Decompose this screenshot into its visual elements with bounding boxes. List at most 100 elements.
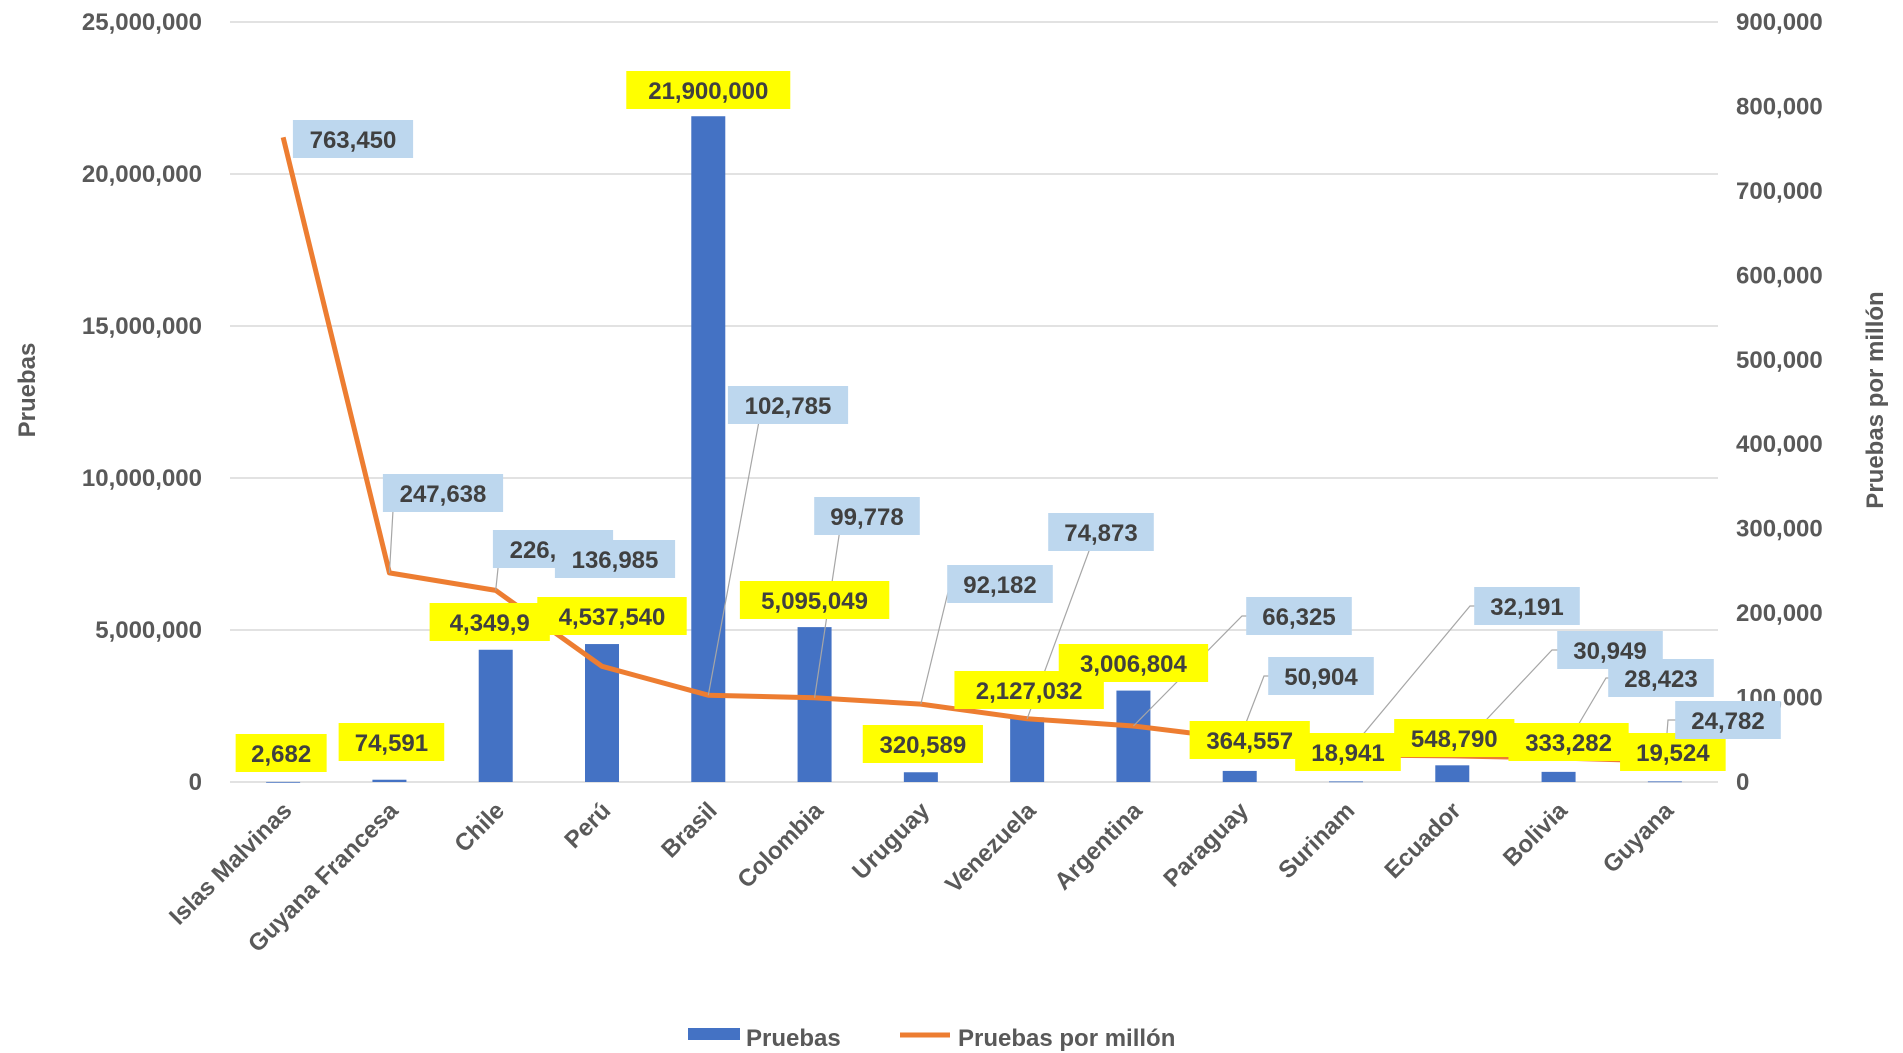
category-label-bolivia: Bolivia (1498, 797, 1573, 872)
y2-tick-label: 600,000 (1736, 262, 1823, 289)
bar-label-uruguay-text: 320,589 (879, 732, 966, 759)
y2-tick-label: 400,000 (1736, 431, 1823, 458)
bar-ecuador (1435, 765, 1470, 782)
bar-brasil (691, 116, 726, 783)
bar-label-guyana-francesa-bg (338, 723, 445, 761)
y2-tick-label: 800,000 (1736, 93, 1823, 120)
bar-label-surinam-text: 18,941 (1311, 740, 1384, 767)
category-label-peru: Perú (559, 797, 616, 854)
y-axis-title: Pruebas (14, 343, 41, 438)
bar-label-islas-malvinas-bg (235, 734, 327, 772)
bar-label-ecuador-text: 548,790 (1411, 726, 1498, 753)
bar-label-argentina: 3,006,804 (1058, 644, 1209, 682)
line-label-brasil-bg (727, 386, 849, 424)
bar-label-brasil: 21,900,000 (626, 71, 791, 109)
bar-label-peru: 4,537,540 (537, 597, 687, 635)
category-label-paraguay: Paraguay (1158, 797, 1254, 893)
bar-data-labels: 2,682 74,591 4,349,9 4,537,540 21,900,000 5,0… (235, 71, 1726, 772)
line-label-brasil-text: 102,785 (745, 393, 832, 420)
y2-axis-title: Pruebas por millón (1862, 291, 1889, 508)
line-label-colombia-bg (814, 497, 920, 535)
bar-label-argentina-bg (1058, 644, 1209, 682)
category-label-argentina: Argentina (1049, 797, 1148, 896)
category-label-brasil: Brasil (656, 797, 722, 863)
category-label-guyana: Guyana (1598, 797, 1680, 879)
y2-tick-label: 500,000 (1736, 347, 1823, 374)
line-label-peru-bg (554, 540, 676, 578)
y2-tick-label: 900,000 (1736, 9, 1823, 36)
y2-tick-label: 300,000 (1736, 516, 1823, 543)
bar-label-uruguay: 320,589 (862, 725, 983, 763)
line-label-paraguay-bg (1268, 657, 1374, 695)
y-tick-label: 0 (189, 769, 202, 796)
bar-chile (478, 649, 513, 782)
bar-colombia (797, 627, 832, 782)
bar-label-peru-bg (537, 597, 687, 635)
bar-paraguay (1222, 770, 1257, 782)
bar-label-chile: 4,349,9 (429, 603, 550, 641)
bar-label-brasil-bg (626, 71, 791, 109)
category-label-chile: Chile (449, 797, 510, 858)
line-label-venezuela-bg (1048, 513, 1154, 551)
line-label-peru-text: 136,985 (572, 547, 659, 574)
bar-label-uruguay-bg (862, 725, 983, 763)
line-label-guyana-francesa-text: 247,638 (400, 481, 487, 508)
category-label-surinam: Surinam (1273, 797, 1360, 884)
line-label-venezuela-text: 74,873 (1064, 520, 1137, 547)
bar-label-bolivia: 333,282 (1508, 723, 1629, 761)
bar-label-peru-text: 4,537,540 (559, 604, 666, 631)
bar-label-guyana-francesa-text: 74,591 (355, 730, 428, 757)
category-label-uruguay: Uruguay (847, 797, 935, 885)
bar-label-paraguay-text: 364,557 (1206, 728, 1293, 755)
right-axis: 0100,000200,000300,000400,000500,000600,… (1736, 9, 1823, 796)
bar-islas-malvinas (266, 781, 301, 783)
line-label-surinam-text: 32,191 (1490, 594, 1563, 621)
y-tick-label: 15,000,000 (82, 313, 202, 340)
line-label-venezuela: 74,873 (1048, 513, 1154, 551)
line-data-labels: 763,450247,638226,900136,985102,78599,77… (292, 120, 1781, 739)
bar-label-venezuela-text: 2,127,032 (976, 678, 1083, 705)
bar-guyana-francesa (372, 779, 407, 782)
bar-argentina (1116, 690, 1151, 782)
y2-tick-label: 200,000 (1736, 600, 1823, 627)
bar-label-guyana-bg (1620, 733, 1726, 771)
line-label-brasil: 102,785 (727, 386, 849, 424)
line-label-bolivia-text: 28,423 (1624, 666, 1697, 693)
line-label-surinam-bg (1474, 587, 1580, 625)
line-label-guyana-francesa-bg (382, 474, 504, 512)
bar-label-brasil-text: 21,900,000 (648, 78, 768, 105)
line-label-bolivia: 28,423 (1608, 659, 1714, 697)
gridlines (230, 21, 1718, 783)
y2-tick-label: 700,000 (1736, 178, 1823, 205)
y-tick-label: 20,000,000 (82, 161, 202, 188)
y-tick-label: 25,000,000 (82, 9, 202, 36)
line-label-paraguay-text: 50,904 (1284, 664, 1358, 691)
line-label-colombia: 99,778 (814, 497, 920, 535)
line-label-guyana: 24,782 (1675, 701, 1781, 739)
bar-label-colombia-bg (739, 581, 890, 619)
line-label-peru: 136,985 (554, 540, 676, 578)
bar-label-colombia-text: 5,095,049 (761, 588, 868, 615)
bar-label-islas-malvinas: 2,682 (235, 734, 327, 772)
bar-surinam (1329, 781, 1363, 783)
bar-label-guyana-text: 19,524 (1636, 740, 1710, 767)
line-label-uruguay-text: 92,182 (963, 572, 1036, 599)
bar-label-guyana: 19,524 (1620, 733, 1726, 771)
line-label-surinam: 32,191 (1474, 587, 1580, 625)
bar-label-guyana-francesa: 74,591 (338, 723, 445, 761)
bar-label-surinam-bg (1295, 733, 1401, 771)
bar-label-islas-malvinas-text: 2,682 (251, 741, 311, 768)
line-label-guyana-bg (1675, 701, 1781, 739)
bar-label-bolivia-text: 333,282 (1525, 730, 1612, 757)
line-label-uruguay-bg (947, 565, 1053, 603)
bar-label-ecuador: 548,790 (1394, 719, 1515, 757)
left-axis: 0 5,000,000 10,000,000 15,000,000 20,000,000… (82, 9, 202, 796)
bar-uruguay (903, 772, 938, 782)
y-tick-label: 5,000,000 (95, 617, 202, 644)
bar-label-ecuador-bg (1394, 719, 1515, 757)
line-label-paraguay: 50,904 (1268, 657, 1374, 695)
legend: Pruebas Pruebas por millón (688, 1025, 1175, 1052)
legend-swatch-pruebas (688, 1028, 740, 1040)
line-label-bolivia-bg (1608, 659, 1714, 697)
